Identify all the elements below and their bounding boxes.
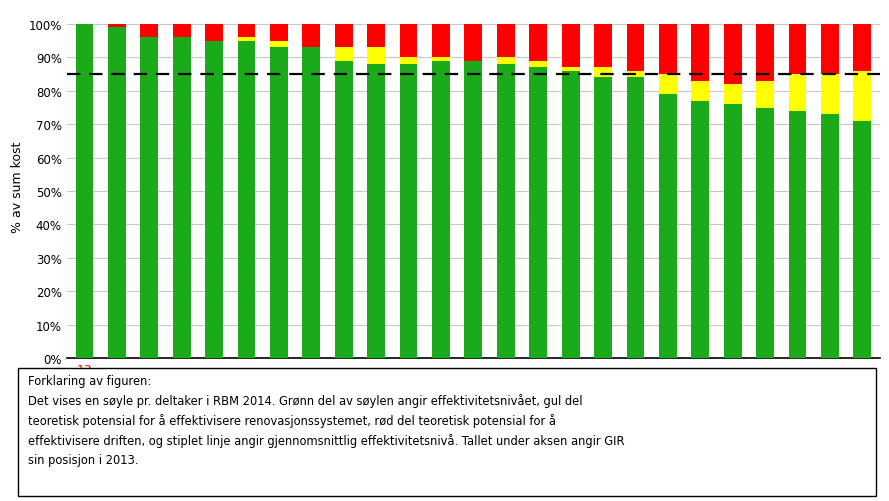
Bar [270,49,288,358]
Bar [237,25,255,39]
Bar [367,49,385,65]
Bar [853,72,871,122]
Bar [853,122,871,358]
Bar [172,25,190,39]
Bar [529,25,547,62]
Bar [237,42,255,358]
Bar [497,25,515,58]
Bar [789,25,806,75]
Bar [270,42,288,49]
Bar [302,49,320,358]
Bar [724,25,741,85]
Bar [497,58,515,65]
Bar [140,39,158,358]
Bar [562,72,580,358]
Bar [237,39,255,42]
Bar [400,58,418,65]
Bar [659,75,677,95]
Bar [432,58,450,62]
Bar [821,75,839,115]
Bar [724,105,741,358]
Bar [562,25,580,68]
Bar [594,78,612,358]
Bar [432,62,450,358]
Bar [270,25,288,42]
Bar [335,62,353,358]
Bar [497,65,515,358]
Bar [140,25,158,39]
Bar [821,25,839,75]
Bar [76,25,93,358]
Bar [627,25,645,72]
Bar [108,29,126,358]
Bar [821,115,839,358]
Bar [367,65,385,358]
Bar [757,108,774,358]
Bar [335,25,353,49]
Bar [205,42,223,358]
Bar [464,62,483,358]
Bar [172,39,190,358]
Bar [853,25,871,72]
Text: Forklaring av figuren:
Det vises en søyle pr. deltaker i RBM 2014. Grønn del av : Forklaring av figuren: Det vises en søyl… [28,375,625,466]
Bar [108,25,126,29]
Bar [659,25,677,75]
Bar [562,68,580,72]
Bar [659,95,677,358]
Bar [432,25,450,58]
Bar [627,78,645,358]
Bar [302,25,320,49]
Bar [789,112,806,358]
FancyBboxPatch shape [18,368,876,496]
Bar [205,25,223,42]
Bar [400,25,418,58]
Bar [594,68,612,78]
Bar [594,25,612,68]
Bar [692,102,709,358]
Bar [789,75,806,112]
Bar [529,62,547,68]
Bar [692,82,709,102]
Bar [692,25,709,82]
Bar [367,25,385,49]
Bar [529,68,547,358]
Bar [627,72,645,78]
Bar [400,65,418,358]
Bar [757,25,774,82]
Bar [724,85,741,105]
Bar [335,49,353,62]
Y-axis label: % av sum kost: % av sum kost [12,141,24,232]
Bar [464,25,483,62]
Bar [757,82,774,108]
